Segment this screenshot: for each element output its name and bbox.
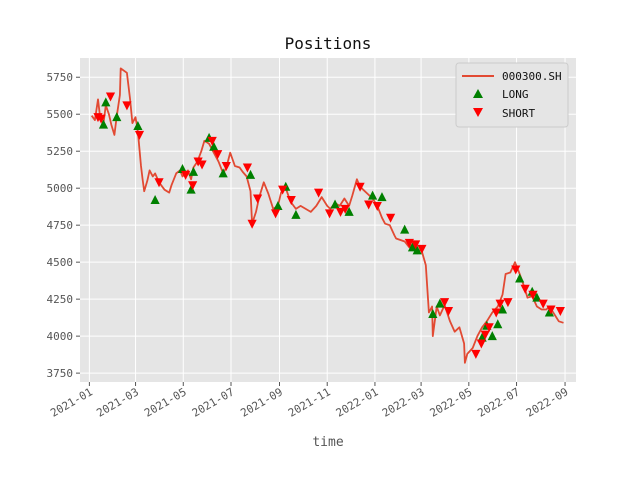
short-marker (188, 181, 198, 191)
short-marker (503, 298, 513, 308)
long-markers-group (98, 97, 555, 342)
short-marker (252, 194, 263, 204)
chart-title: Positions (285, 34, 372, 53)
short-marker (247, 219, 257, 229)
long-marker (428, 308, 438, 318)
short-marker (324, 209, 335, 219)
y-tick-label: 5750 (47, 71, 74, 84)
short-marker (207, 136, 217, 146)
y-tick-label: 4500 (47, 256, 74, 269)
short-marker (270, 209, 281, 219)
long-marker (177, 163, 188, 173)
y-tick-label: 4750 (47, 219, 74, 232)
short-marker (335, 207, 346, 217)
long-marker (493, 319, 503, 329)
short-marker (364, 200, 374, 210)
series-line-group (90, 67, 564, 364)
short-marker (154, 178, 164, 188)
short-marker (439, 298, 450, 308)
legend: 000300.SH LONG SHORT (455, 62, 569, 128)
long-marker (400, 224, 410, 234)
long-marker (407, 242, 418, 252)
y-tick-label: 4000 (47, 330, 74, 343)
short-marker (528, 290, 538, 300)
legend-box (455, 62, 569, 128)
x-axis-label: time (312, 435, 343, 450)
short-marker (484, 323, 494, 333)
short-marker (372, 201, 382, 211)
y-tick-label: 4250 (47, 293, 74, 306)
series-line-000300-sh (90, 67, 564, 364)
long-marker (367, 190, 378, 200)
short-marker (538, 299, 548, 309)
y-tick-label: 5250 (47, 145, 74, 158)
legend-label-short: SHORT (502, 107, 535, 120)
long-marker (186, 184, 196, 194)
short-marker (213, 150, 223, 160)
legend-long-marker (473, 89, 483, 98)
short-marker (122, 101, 132, 111)
y-tick-label: 5000 (47, 182, 74, 195)
short-marker (443, 306, 454, 316)
short-marker (181, 170, 191, 180)
long-marker (273, 200, 283, 210)
legend-label-index: 000300.SH (502, 70, 562, 83)
short-marker (96, 114, 106, 124)
long-marker (377, 192, 387, 202)
long-marker (245, 169, 256, 179)
short-marker (314, 188, 324, 198)
short-marker (105, 92, 116, 102)
long-marker (497, 304, 508, 314)
short-marker (491, 308, 501, 318)
short-marker (555, 306, 565, 316)
long-marker (218, 168, 228, 178)
short-marker (471, 349, 481, 359)
long-marker (209, 141, 219, 151)
short-marker (286, 196, 296, 206)
long-marker (291, 209, 301, 219)
short-marker (221, 162, 231, 171)
y-axis: 3750 4000 4250 4500 4750 5000 5250 5500 5750 (47, 71, 80, 380)
long-marker (544, 307, 555, 317)
short-marker (411, 240, 421, 250)
long-marker (515, 273, 525, 283)
long-marker (435, 298, 445, 308)
short-marker (511, 265, 521, 275)
short-marker (476, 339, 486, 349)
short-marker (385, 213, 396, 223)
long-marker (112, 112, 122, 122)
long-marker (330, 199, 340, 209)
long-marker (188, 166, 199, 176)
short-marker (480, 330, 490, 340)
short-marker (134, 130, 145, 140)
long-marker (344, 206, 354, 216)
short-marker (340, 204, 350, 214)
short-marker (495, 299, 505, 309)
short-marker (242, 163, 253, 173)
short-marker (355, 182, 365, 192)
short-marker (417, 244, 427, 254)
short-marker (197, 160, 207, 170)
legend-label-long: LONG (502, 88, 529, 101)
long-marker (133, 121, 143, 131)
y-tick-label: 3750 (47, 367, 74, 380)
short-marker (193, 157, 203, 167)
long-marker (487, 331, 497, 341)
long-marker (532, 292, 542, 302)
long-marker (101, 97, 111, 107)
y-tick-label: 5500 (47, 108, 74, 121)
long-marker (98, 119, 109, 129)
long-marker (412, 245, 422, 255)
short-marker (520, 284, 530, 294)
long-marker (150, 195, 160, 205)
short-markers-group (93, 92, 565, 359)
short-marker (278, 185, 288, 195)
short-marker (546, 305, 556, 315)
long-marker (477, 332, 487, 342)
legend-short-marker (473, 108, 483, 117)
